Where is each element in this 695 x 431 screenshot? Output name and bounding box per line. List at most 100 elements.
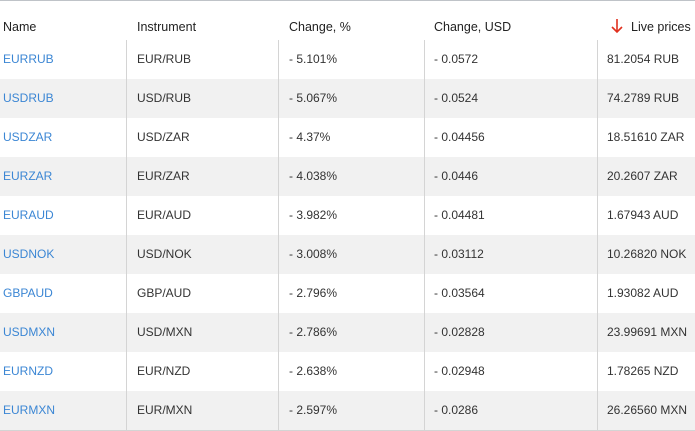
column-separator xyxy=(126,313,127,352)
column-separator xyxy=(126,274,127,313)
instrument: USD/NOK xyxy=(137,247,192,261)
column-separator xyxy=(424,196,425,235)
live-price: 1.67943 AUD xyxy=(607,208,679,222)
live-price: 81.2054 RUB xyxy=(607,52,680,66)
live-price: 10.26820 NOK xyxy=(607,247,687,261)
column-separator xyxy=(126,157,127,196)
symbol-link[interactable]: EURZAR xyxy=(3,169,53,183)
live-price: 20.2607 ZAR xyxy=(607,169,678,183)
symbol-link[interactable]: EURMXN xyxy=(3,403,56,417)
live-price: 74.2789 RUB xyxy=(607,91,680,105)
column-separator xyxy=(597,235,598,274)
column-separator xyxy=(424,313,425,352)
change-usd: - 0.02828 xyxy=(434,325,485,339)
column-separator xyxy=(597,118,598,157)
instrument: GBP/AUD xyxy=(137,286,192,300)
column-separator xyxy=(278,235,279,274)
change-percent: - 2.597% xyxy=(289,403,338,417)
column-separator xyxy=(424,274,425,313)
column-separator xyxy=(597,391,598,430)
change-percent: - 4.038% xyxy=(289,169,338,183)
table-row: USDMXN USD/MXN - 2.786% - 0.02828 23.99691 M… xyxy=(0,313,695,352)
change-percent: - 3.008% xyxy=(289,247,338,261)
column-separator xyxy=(424,235,425,274)
symbol-link[interactable]: EURRUB xyxy=(3,52,54,66)
live-price: 1.78265 NZD xyxy=(607,364,679,378)
sort-arrow-icon[interactable] xyxy=(610,18,624,34)
column-header: Change, % xyxy=(289,20,351,34)
column-separator xyxy=(424,118,425,157)
change-percent: - 2.796% xyxy=(289,286,338,300)
table-row: USDZAR USD/ZAR - 4.37% - 0.04456 18.51610 ZA… xyxy=(0,118,695,157)
column-header: Instrument xyxy=(137,20,197,34)
column-separator xyxy=(597,79,598,118)
column-separator xyxy=(278,79,279,118)
change-usd: - 0.04481 xyxy=(434,208,485,222)
column-separator xyxy=(597,157,598,196)
live-price: 1.93082 AUD xyxy=(607,286,679,300)
instrument: USD/ZAR xyxy=(137,130,190,144)
column-separator xyxy=(278,274,279,313)
table-row: GBPAUD GBP/AUD - 2.796% - 0.03564 1.93082 AU… xyxy=(0,274,695,313)
change-usd: - 0.03564 xyxy=(434,286,485,300)
column-separator xyxy=(424,79,425,118)
column-header: Change, USD xyxy=(434,20,512,34)
column-separator xyxy=(597,40,598,79)
change-percent: - 2.786% xyxy=(289,325,338,339)
column-separator xyxy=(597,352,598,391)
column-header[interactable]: Live prices xyxy=(631,20,691,34)
column-separator xyxy=(597,196,598,235)
change-usd: - 0.0446 xyxy=(434,169,479,183)
column-separator xyxy=(126,391,127,430)
live-price: 23.99691 MXN xyxy=(607,325,688,339)
change-usd: - 0.02948 xyxy=(434,364,485,378)
change-usd: - 0.0286 xyxy=(434,403,479,417)
column-separator xyxy=(278,157,279,196)
symbol-link[interactable]: EURAUD xyxy=(3,208,54,222)
change-percent: - 5.101% xyxy=(289,52,338,66)
instrument: EUR/AUD xyxy=(137,208,192,222)
column-separator xyxy=(424,391,425,430)
column-separator xyxy=(126,196,127,235)
table-row: EURAUD EUR/AUD - 3.982% - 0.04481 1.67943 AU… xyxy=(0,196,695,235)
change-percent: - 4.37% xyxy=(289,130,331,144)
column-separator xyxy=(278,391,279,430)
column-separator xyxy=(278,196,279,235)
column-separator xyxy=(126,118,127,157)
column-separator xyxy=(278,40,279,79)
column-header: Name xyxy=(3,20,37,34)
change-usd: - 0.0572 xyxy=(434,52,479,66)
column-separator xyxy=(424,352,425,391)
instrument: USD/RUB xyxy=(137,91,192,105)
live-price: 18.51610 ZAR xyxy=(607,130,685,144)
table-row: USDNOK USD/NOK - 3.008% - 0.03112 10.26820 N… xyxy=(0,235,695,274)
column-separator xyxy=(278,118,279,157)
column-separator xyxy=(278,313,279,352)
symbol-link[interactable]: USDRUB xyxy=(3,91,54,105)
symbol-link[interactable]: GBPAUD xyxy=(3,286,53,300)
column-separator xyxy=(597,313,598,352)
change-usd: - 0.0524 xyxy=(434,91,479,105)
column-separator xyxy=(126,40,127,79)
instrument: EUR/ZAR xyxy=(137,169,190,183)
column-separator xyxy=(126,235,127,274)
change-percent: - 2.638% xyxy=(289,364,338,378)
column-separator xyxy=(126,352,127,391)
instrument: EUR/RUB xyxy=(137,52,192,66)
symbol-link[interactable]: EURNZD xyxy=(3,364,53,378)
table-row: EURZAR EUR/ZAR - 4.038% - 0.0446 20.2607 ZAR xyxy=(0,157,695,196)
instrument: EUR/MXN xyxy=(137,403,193,417)
change-usd: - 0.04456 xyxy=(434,130,485,144)
change-usd: - 0.03112 xyxy=(434,247,484,261)
column-separator xyxy=(126,79,127,118)
instrument: USD/MXN xyxy=(137,325,193,339)
column-separator xyxy=(424,157,425,196)
instrument: EUR/NZD xyxy=(137,364,191,378)
table-row: USDRUB USD/RUB - 5.067% - 0.0524 74.2789 RUB xyxy=(0,79,695,118)
symbol-link[interactable]: USDZAR xyxy=(3,130,53,144)
symbol-link[interactable]: USDNOK xyxy=(3,247,55,261)
column-separator xyxy=(597,274,598,313)
column-separator xyxy=(424,40,425,79)
symbol-link[interactable]: USDMXN xyxy=(3,325,56,339)
